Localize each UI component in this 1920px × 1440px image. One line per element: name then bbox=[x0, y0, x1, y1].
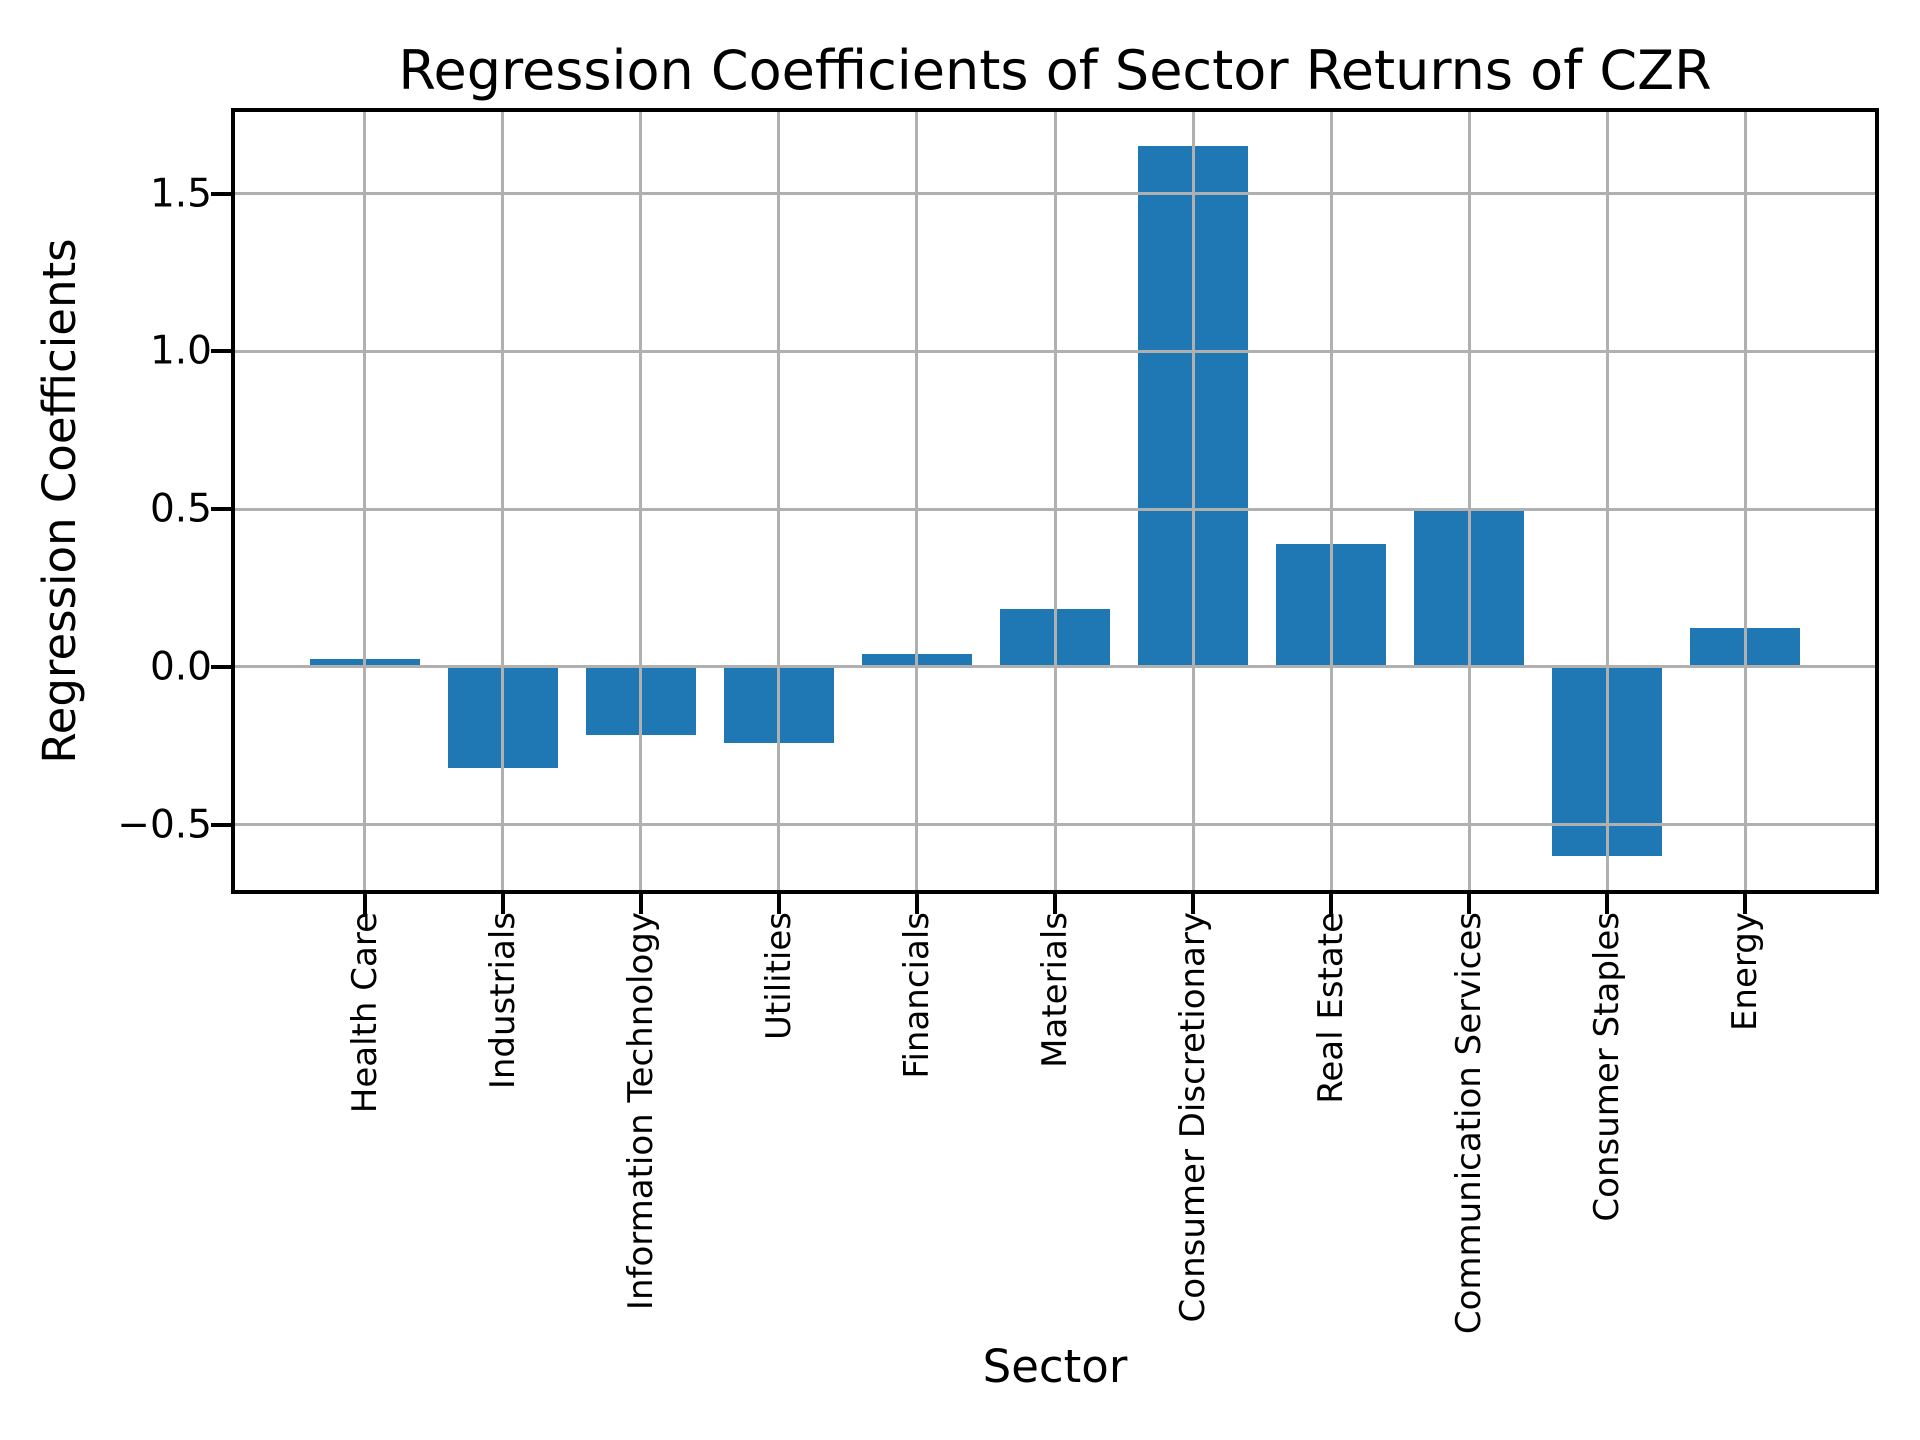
v-gridline bbox=[639, 112, 643, 890]
chart-title: Regression Coefficients of Sector Return… bbox=[398, 39, 1712, 102]
y-tick-label: 0.0 bbox=[149, 644, 212, 690]
v-gridline bbox=[1743, 112, 1747, 890]
y-tick-label: −0.5 bbox=[117, 802, 212, 848]
x-tick-label-utilities: Utilities bbox=[758, 912, 799, 1040]
x-tick-label-real-estate: Real Estate bbox=[1311, 912, 1352, 1104]
x-tick-mark bbox=[1467, 894, 1472, 914]
y-tick-mark bbox=[211, 349, 231, 354]
x-tick-label-industrials: Industrials bbox=[482, 912, 523, 1090]
x-tick-label-communication-services: Communication Services bbox=[1449, 912, 1490, 1335]
x-tick-mark bbox=[1743, 894, 1748, 914]
x-tick-label-consumer-discretionary: Consumer Discretionary bbox=[1173, 912, 1214, 1323]
x-tick-label-consumer-staples: Consumer Staples bbox=[1587, 912, 1628, 1222]
y-tick-mark bbox=[211, 191, 231, 196]
v-gridline bbox=[501, 112, 505, 890]
y-tick-mark bbox=[211, 664, 231, 669]
x-tick-label-health-care: Health Care bbox=[344, 912, 385, 1114]
v-gridline bbox=[1467, 112, 1471, 890]
y-tick-label: 1.0 bbox=[149, 328, 212, 374]
x-axis-label: Sector bbox=[982, 1340, 1128, 1393]
x-tick-label-financials: Financials bbox=[896, 912, 937, 1079]
x-tick-mark bbox=[914, 894, 919, 914]
v-gridline bbox=[1329, 112, 1333, 890]
x-tick-mark bbox=[1191, 894, 1196, 914]
x-tick-mark bbox=[1053, 894, 1057, 914]
v-gridline bbox=[915, 112, 919, 890]
v-gridline bbox=[1191, 112, 1195, 890]
v-gridline bbox=[1605, 112, 1609, 890]
x-tick-label-information-technology: Information Technology bbox=[620, 912, 661, 1311]
x-tick-mark bbox=[1329, 894, 1334, 914]
y-tick-mark bbox=[211, 507, 231, 512]
x-tick-mark bbox=[500, 894, 505, 914]
v-gridline bbox=[363, 112, 367, 890]
v-gridline bbox=[777, 112, 781, 890]
y-tick-label: 0.5 bbox=[149, 486, 212, 532]
x-tick-mark bbox=[638, 894, 643, 914]
y-tick-label: 1.5 bbox=[149, 171, 212, 217]
x-tick-mark bbox=[1605, 894, 1610, 914]
y-tick-mark bbox=[211, 822, 231, 827]
x-tick-label-energy: Energy bbox=[1725, 912, 1766, 1032]
x-tick-label-materials: Materials bbox=[1035, 912, 1075, 1068]
x-tick-mark bbox=[776, 894, 781, 914]
v-gridline bbox=[1053, 112, 1057, 890]
x-tick-mark bbox=[362, 894, 367, 914]
